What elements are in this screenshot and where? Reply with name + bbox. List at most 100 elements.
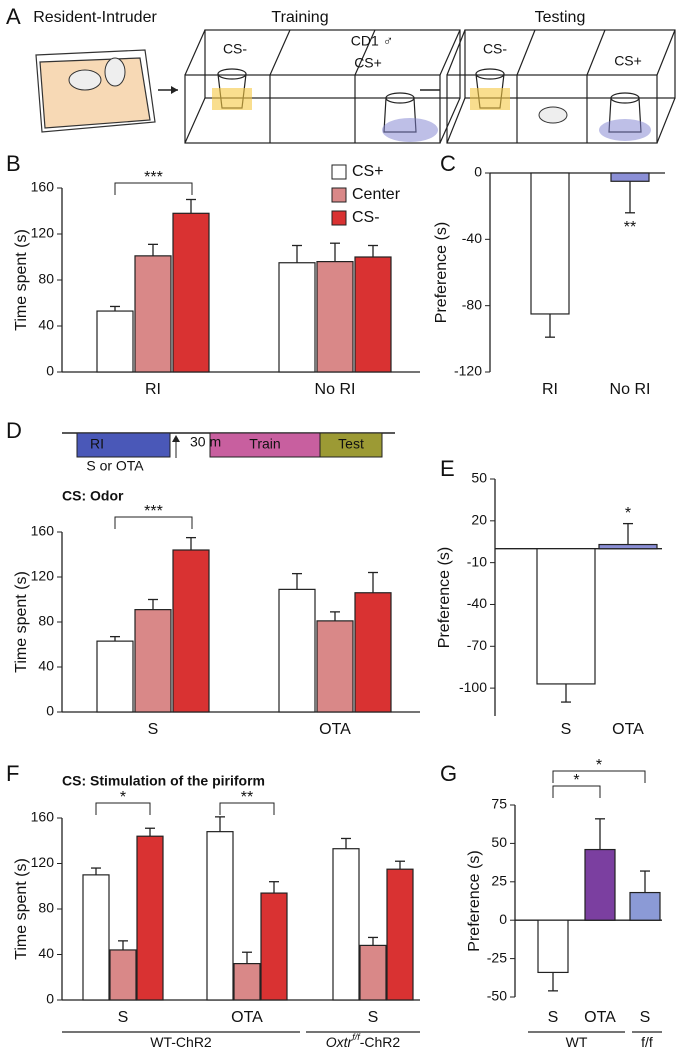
y-axis-label: Time spent (s) [13,571,30,673]
bar [536,548,596,685]
y-tick-label: -50 [487,988,507,1004]
chart-title: CS: Stimulation of the piriform [62,773,265,789]
bar [134,609,172,713]
timeline-label: S or OTA [86,458,144,474]
significance-label: * [573,772,579,789]
significance-label: *** [144,503,163,520]
x-tick-label: S [368,1009,379,1026]
bar [109,949,137,1001]
significance-bracket [95,802,151,815]
y-tick-label: -70 [467,637,487,653]
timeline-block [319,432,383,458]
y-axis-label: Preference (s) [466,850,483,951]
y-tick-label: -80 [462,296,482,312]
legend-label: Center [352,186,401,203]
bar [386,868,414,1001]
y-tick-label: 120 [31,568,55,584]
x-tick-label: No RI [610,381,651,398]
x-tick-label: S [561,721,572,738]
y-tick-label: 0 [46,991,54,1007]
y-tick-label: 40 [38,658,54,674]
significance-label: ** [241,789,253,806]
y-tick-label: -40 [467,595,487,611]
x-tick-label: OTA [584,1009,616,1026]
bar [537,919,569,974]
panel-label: B [6,151,21,176]
significance-label: *** [144,169,163,186]
significance-label: ** [624,219,636,236]
diagram-label: CS+ [614,53,642,69]
significance-bracket [552,770,646,783]
bar [629,891,661,921]
y-tick-label: 80 [38,271,54,287]
significance-label: * [625,505,631,522]
y-tick-label: 40 [38,945,54,961]
y-tick-label: 50 [491,834,507,850]
bar [530,172,570,315]
y-tick-label: 75 [491,796,507,812]
y-tick-label: -25 [487,949,507,965]
panel-label: C [440,151,456,176]
timeline-label: RI [90,436,104,452]
x-tick-label: S [148,721,159,738]
timeline-label: Train [249,436,280,452]
significance-bracket [114,182,193,195]
y-tick-label: 0 [499,911,507,927]
timeline-arrowhead [172,435,180,442]
bar [172,212,210,373]
significance-bracket [219,802,275,815]
bar [332,848,360,1001]
group-label-part: -ChR2 [360,1034,401,1050]
bar [82,874,110,1001]
timeline-block [76,432,171,458]
group-label-part: f/f [641,1034,653,1050]
bar [172,549,210,713]
bar [233,962,261,1001]
panel-label: A [6,4,21,29]
bar [136,835,164,1001]
y-tick-label: 160 [31,809,55,825]
group-label-part: WT-ChR2 [150,1034,212,1050]
panel-label: D [6,418,22,443]
panel-title: Training [271,9,328,26]
bar [584,848,616,921]
bar [206,831,234,1001]
y-tick-label: 120 [31,854,55,870]
x-tick-label: S [548,1009,559,1026]
significance-label: * [596,757,602,774]
x-tick-label: RI [145,381,161,398]
x-tick-label: No RI [315,381,356,398]
y-tick-label: 80 [38,613,54,629]
bar [610,172,650,182]
bar [260,892,288,1001]
bar [134,255,172,373]
group-label-part: WT [566,1034,588,1050]
y-tick-label: -40 [462,230,482,246]
panel-title: Testing [535,9,586,26]
legend-swatch [331,210,347,226]
x-tick-label: RI [542,381,558,398]
group-label: Oxtrf/f-ChR2 [326,1032,401,1049]
panel-label: F [6,761,19,786]
y-tick-label: 160 [31,179,55,195]
timeline-block [209,432,321,458]
bar [316,620,354,713]
x-tick-label: OTA [612,721,644,738]
y-tick-label: 0 [46,703,54,719]
y-tick-label: -120 [454,363,482,379]
x-tick-label: S [118,1009,129,1026]
y-tick-label: 0 [474,164,482,180]
panel-title: Resident-Intruder [33,9,157,26]
y-tick-label: 20 [471,512,487,528]
diagram-label: CS+ [354,55,382,71]
y-axis-label: Time spent (s) [13,229,30,331]
panel-label: E [440,456,455,481]
y-tick-label: 80 [38,900,54,916]
y-axis-label: Time spent (s) [13,858,30,960]
bar [96,640,134,713]
diagram-label: CD1 ♂ [351,33,393,49]
legend-swatch [331,187,347,203]
y-tick-label: 25 [491,873,507,889]
x-tick-label: OTA [231,1009,263,1026]
bar [354,592,392,713]
